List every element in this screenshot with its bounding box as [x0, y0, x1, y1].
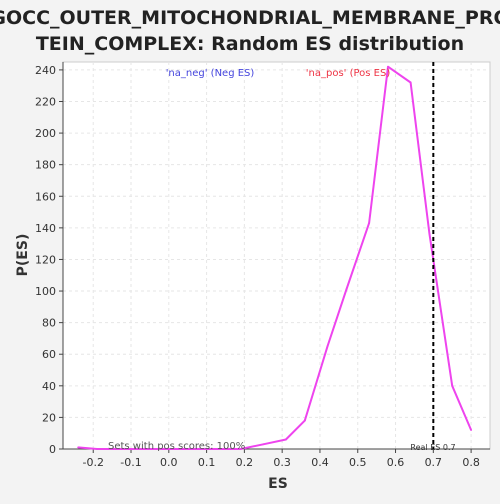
- x-tick-label-2: 0.0: [160, 456, 178, 469]
- series-point-0-14: [368, 222, 370, 225]
- series-line-0: [78, 65, 473, 450]
- series-point-0-15: [387, 65, 389, 68]
- x-tick-label-4: 0.2: [236, 456, 254, 469]
- series-point-0-4: [160, 448, 163, 450]
- series-point-0-1: [96, 448, 98, 450]
- x-tick-label-0: -0.2: [82, 456, 103, 469]
- series-point-0-8: [239, 448, 242, 450]
- y-tick-label-0: 0: [49, 443, 56, 456]
- x-tick-label-1: -0.1: [120, 456, 141, 469]
- series-point-0-2: [118, 448, 121, 450]
- y-tick-label-4: 80: [42, 317, 56, 330]
- series-layer: [77, 62, 473, 450]
- chart-title-line-2: TEIN_COMPLEX: Random ES distribution: [36, 33, 464, 55]
- y-tick-label-11: 220: [35, 95, 56, 108]
- y-tick-label-3: 60: [42, 348, 56, 361]
- x-tick-label-9: 0.7: [425, 456, 443, 469]
- chart-title-line-1: GOCC_OUTER_MITOCHONDRIAL_MEMBRANE_PRO: [0, 7, 500, 29]
- series-point-0-17: [428, 233, 431, 236]
- series-point-0-13: [345, 288, 348, 291]
- series-point-0-10: [285, 438, 287, 441]
- x-tick-label-5: 0.3: [273, 456, 291, 469]
- footnote-text: Sets with pos scores: 100%: [108, 441, 245, 452]
- series-point-0-19: [470, 429, 473, 431]
- series-point-0-6: [198, 448, 200, 450]
- tick-labels: -0.2 -0.1 0.0 0.1 0.2 0.3 0.4 0.5 0.6 0.7 0.8 0 20 40…: [35, 64, 480, 469]
- x-tick-label-8: 0.6: [387, 456, 405, 469]
- y-tick-label-12: 240: [35, 64, 56, 77]
- y-tick-label-9: 180: [35, 159, 56, 172]
- series-point-0-0: [77, 446, 80, 449]
- real-es-label: Real ES 0.7: [410, 443, 455, 452]
- y-axis-label: P(ES): [15, 234, 31, 277]
- y-tick-label-7: 140: [35, 222, 56, 235]
- y-tick-label-1: 20: [42, 411, 56, 424]
- x-axis-label: ES: [268, 476, 288, 492]
- y-tick-label-5: 100: [35, 285, 56, 298]
- y-tick-label-8: 160: [35, 190, 56, 203]
- y-tick-label-2: 40: [42, 380, 56, 393]
- x-tick-label-7: 0.5: [349, 456, 367, 469]
- y-tick-label-6: 120: [35, 253, 56, 266]
- x-tick-label-10: 0.8: [462, 456, 480, 469]
- series-point-0-3: [137, 448, 140, 450]
- y-tick-label-10: 200: [35, 127, 56, 140]
- series-point-0-11: [303, 419, 306, 422]
- series-point-0-9: [262, 443, 265, 446]
- legend-neg-label: 'na_neg' (Neg ES): [166, 68, 255, 79]
- series-point-0-16: [409, 81, 412, 84]
- series-point-0-7: [220, 448, 223, 450]
- x-tick-label-6: 0.4: [311, 456, 329, 469]
- series-point-0-5: [179, 448, 182, 450]
- series-point-0-12: [326, 345, 329, 348]
- series-point-0-18: [451, 384, 454, 387]
- legend-pos-label: 'na_pos' (Pos ES): [306, 68, 391, 79]
- plot-area: [62, 61, 491, 450]
- x-tick-label-3: 0.1: [198, 456, 216, 469]
